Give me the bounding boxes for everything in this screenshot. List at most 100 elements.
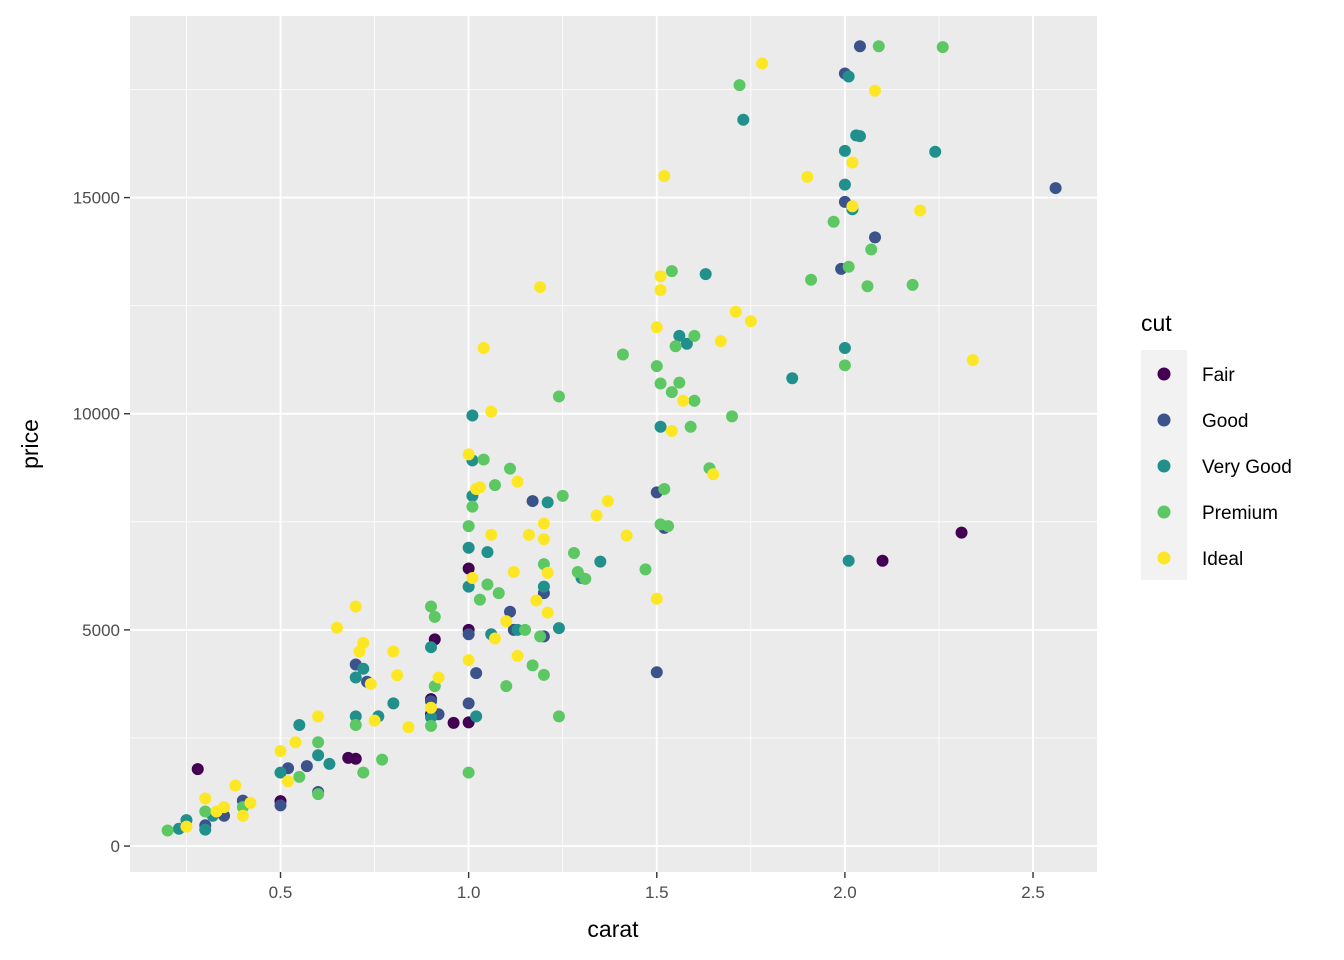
- point-ideal: [601, 495, 614, 508]
- point-ideal: [488, 632, 501, 645]
- point-ideal: [485, 405, 498, 418]
- point-ideal: [477, 342, 490, 355]
- point-ideal: [357, 636, 370, 649]
- x-axis-ticks: 0.5 1.0 1.5 2.0 2.5: [269, 872, 1045, 902]
- legend-label: Premium: [1202, 503, 1278, 524]
- point-very-good: [699, 268, 712, 281]
- legend-key-good: [1157, 413, 1171, 427]
- point-very-good: [838, 342, 851, 355]
- y-axis-title: price: [17, 419, 43, 469]
- point-premium: [688, 329, 701, 342]
- point-ideal: [349, 600, 362, 613]
- point-ideal: [485, 528, 498, 541]
- point-ideal: [650, 321, 663, 334]
- point-very-good: [929, 145, 942, 158]
- point-very-good: [349, 671, 362, 684]
- point-premium: [492, 587, 505, 600]
- x-tick-label: 1.0: [457, 883, 481, 902]
- point-premium: [872, 40, 885, 53]
- point-ideal: [677, 394, 690, 407]
- legend-items: Fair Good Very Good Premium Ideal: [1157, 365, 1292, 570]
- point-premium: [534, 630, 547, 643]
- point-very-good: [842, 554, 855, 567]
- point-ideal: [500, 615, 513, 628]
- point-ideal: [511, 475, 524, 488]
- point-ideal: [658, 169, 671, 182]
- point-very-good: [481, 546, 494, 559]
- point-good: [300, 760, 313, 773]
- point-ideal: [966, 354, 979, 367]
- point-premium: [673, 376, 686, 389]
- point-ideal: [537, 533, 550, 546]
- point-ideal: [199, 792, 212, 805]
- point-premium: [481, 578, 494, 591]
- point-ideal: [665, 425, 678, 438]
- point-premium: [842, 260, 855, 273]
- point-premium: [477, 453, 490, 466]
- point-ideal: [274, 744, 287, 757]
- point-ideal: [654, 284, 667, 297]
- point-premium: [684, 420, 697, 433]
- x-tick-label: 1.5: [645, 883, 669, 902]
- point-good: [1049, 182, 1062, 195]
- legend-label: Fair: [1202, 365, 1235, 386]
- data-points: [161, 40, 1062, 837]
- y-tick-label: 10000: [73, 405, 120, 424]
- point-fair: [955, 526, 968, 539]
- x-tick-label: 2.5: [1021, 883, 1045, 902]
- point-ideal: [541, 606, 554, 619]
- point-premium: [526, 659, 539, 672]
- point-good: [274, 799, 287, 812]
- point-very-good: [312, 749, 325, 762]
- x-tick-label: 0.5: [269, 883, 293, 902]
- point-ideal: [218, 801, 231, 814]
- point-ideal: [462, 654, 475, 667]
- point-premium: [488, 479, 501, 492]
- point-premium: [462, 766, 475, 779]
- point-ideal: [282, 775, 295, 788]
- legend-label: Very Good: [1202, 457, 1292, 478]
- point-very-good: [425, 641, 438, 654]
- point-ideal: [364, 677, 377, 690]
- point-premium: [504, 462, 517, 475]
- point-premium: [861, 280, 874, 293]
- point-premium: [312, 788, 325, 801]
- point-premium: [425, 600, 438, 613]
- point-premium: [650, 360, 663, 373]
- point-premium: [654, 377, 667, 390]
- point-very-good: [425, 711, 438, 724]
- point-premium: [567, 546, 580, 559]
- point-very-good: [199, 823, 212, 836]
- point-premium: [579, 572, 592, 585]
- point-premium: [537, 668, 550, 681]
- point-ideal: [473, 481, 486, 494]
- point-premium: [733, 79, 746, 92]
- point-premium: [805, 273, 818, 286]
- point-fair: [447, 716, 460, 729]
- point-ideal: [869, 84, 882, 97]
- point-premium: [688, 394, 701, 407]
- legend-key-very-good: [1157, 459, 1171, 473]
- point-premium: [473, 593, 486, 606]
- point-premium: [827, 215, 840, 228]
- point-good: [470, 667, 483, 680]
- point-good: [650, 666, 663, 679]
- point-very-good: [842, 70, 855, 83]
- y-tick-label: 15000: [73, 189, 120, 208]
- legend-label: Good: [1202, 411, 1248, 432]
- point-ideal: [402, 721, 415, 734]
- point-premium: [639, 563, 652, 576]
- minor-gridlines: [130, 16, 1097, 872]
- point-good: [853, 40, 866, 53]
- point-very-good: [541, 496, 554, 509]
- point-premium: [906, 278, 919, 291]
- point-very-good: [357, 662, 370, 675]
- point-ideal: [368, 714, 381, 727]
- point-fair: [876, 554, 889, 567]
- point-good: [504, 605, 517, 618]
- point-ideal: [522, 528, 535, 541]
- point-very-good: [737, 113, 750, 126]
- point-very-good: [537, 580, 550, 593]
- point-very-good: [853, 130, 866, 143]
- point-ideal: [846, 200, 859, 213]
